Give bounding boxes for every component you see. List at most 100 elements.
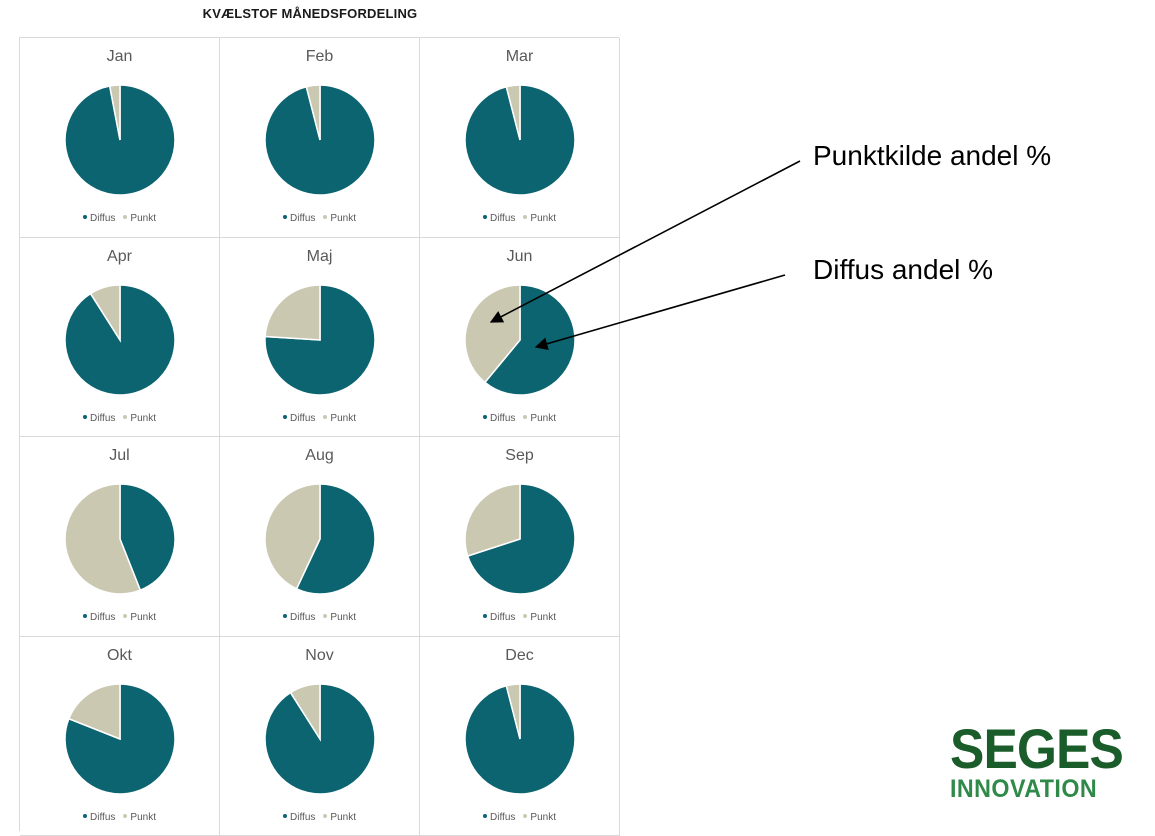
pie-legend: Diffus Punkt (20, 612, 219, 623)
legend-entry: Punkt (323, 612, 356, 623)
legend-entry: Punkt (323, 413, 356, 424)
pie-legend: Diffus Punkt (20, 413, 219, 424)
logo-line1: SEGES (950, 722, 1125, 776)
pie-title: Okt (20, 647, 219, 665)
legend-dot-icon (483, 215, 487, 219)
legend-label: Diffus (490, 812, 515, 823)
pie-title: Dec (420, 647, 619, 665)
legend-entry: Punkt (123, 413, 156, 424)
legend-entry: Diffus (283, 213, 315, 224)
pie-legend: Diffus Punkt (20, 812, 219, 823)
legend-entry: Punkt (123, 612, 156, 623)
legend-label: Punkt (130, 413, 156, 424)
pie-title: Mar (420, 48, 619, 66)
legend-label: Diffus (90, 612, 115, 623)
legend-dot-icon (123, 614, 127, 618)
pie-title: Feb (220, 48, 419, 66)
legend-label: Diffus (290, 413, 315, 424)
legend-label: Diffus (290, 612, 315, 623)
pie-chart (264, 284, 376, 396)
legend-label: Punkt (530, 612, 556, 623)
legend-dot-icon (483, 814, 487, 818)
pie-title: Sep (420, 447, 619, 465)
pie-legend: Diffus Punkt (420, 812, 619, 823)
pie-slice-punkt (265, 285, 320, 340)
legend-label: Punkt (330, 213, 356, 224)
legend-label: Punkt (330, 413, 356, 424)
legend-entry: Punkt (523, 413, 556, 424)
legend-label: Diffus (290, 812, 315, 823)
pie-title: Jan (20, 48, 219, 66)
legend-label: Diffus (290, 213, 315, 224)
legend-entry: Diffus (83, 612, 115, 623)
pie-legend: Diffus Punkt (220, 612, 419, 623)
pie-legend: Diffus Punkt (420, 213, 619, 224)
legend-entry: Punkt (523, 612, 556, 623)
legend-entry: Diffus (483, 413, 515, 424)
pie-chart (464, 483, 576, 595)
pie-chart (264, 84, 376, 196)
pie-chart (464, 284, 576, 396)
legend-dot-icon (523, 814, 527, 818)
legend-label: Diffus (490, 612, 515, 623)
legend-dot-icon (83, 814, 87, 818)
pie-legend: Diffus Punkt (420, 612, 619, 623)
legend-label: Diffus (90, 213, 115, 224)
legend-label: Punkt (130, 213, 156, 224)
legend-entry: Punkt (523, 213, 556, 224)
legend-dot-icon (523, 415, 527, 419)
pie-chart (464, 84, 576, 196)
annotation-diffus-label: Diffus andel % (813, 254, 993, 286)
pie-legend: Diffus Punkt (220, 812, 419, 823)
legend-dot-icon (83, 215, 87, 219)
pie-cell-okt: Okt Diffus Punkt (20, 637, 220, 836)
legend-entry: Punkt (523, 812, 556, 823)
pie-chart (264, 483, 376, 595)
seges-logo: SEGES INNOVATION (950, 722, 1140, 802)
pie-title: Jun (420, 248, 619, 266)
pie-cell-jan: Jan Diffus Punkt (20, 38, 220, 238)
pie-cell-jun: Jun Diffus Punkt (420, 238, 620, 438)
legend-entry: Diffus (483, 213, 515, 224)
legend-dot-icon (83, 415, 87, 419)
annotation-punkt-label: Punktkilde andel % (813, 140, 1051, 172)
legend-label: Punkt (130, 812, 156, 823)
legend-dot-icon (123, 215, 127, 219)
pie-title: Aug (220, 447, 419, 465)
pie-chart (264, 683, 376, 795)
chart-title: KVÆLSTOF MÅNEDSFORDELING (140, 6, 480, 21)
legend-dot-icon (123, 415, 127, 419)
pie-cell-dec: Dec Diffus Punkt (420, 637, 620, 836)
legend-entry: Punkt (323, 213, 356, 224)
legend-label: Diffus (490, 213, 515, 224)
pie-cell-feb: Feb Diffus Punkt (220, 38, 420, 238)
legend-label: Diffus (490, 413, 515, 424)
legend-dot-icon (283, 215, 287, 219)
pie-cell-aug: Aug Diffus Punkt (220, 437, 420, 637)
legend-entry: Diffus (283, 612, 315, 623)
pie-title: Maj (220, 248, 419, 266)
legend-label: Diffus (90, 413, 115, 424)
legend-label: Punkt (330, 812, 356, 823)
legend-dot-icon (523, 614, 527, 618)
legend-label: Diffus (90, 812, 115, 823)
pie-chart (464, 683, 576, 795)
legend-dot-icon (323, 415, 327, 419)
legend-entry: Diffus (483, 612, 515, 623)
pie-grid: Jan Diffus Punkt Feb Diffus Punkt Mar Diffus Pun… (19, 37, 619, 831)
legend-dot-icon (323, 814, 327, 818)
pie-cell-sep: Sep Diffus Punkt (420, 437, 620, 637)
legend-dot-icon (483, 614, 487, 618)
legend-label: Punkt (530, 413, 556, 424)
pie-cell-mar: Mar Diffus Punkt (420, 38, 620, 238)
pie-legend: Diffus Punkt (220, 413, 419, 424)
legend-dot-icon (483, 415, 487, 419)
pie-chart (64, 483, 176, 595)
legend-entry: Diffus (83, 812, 115, 823)
legend-label: Punkt (330, 612, 356, 623)
legend-dot-icon (283, 415, 287, 419)
pie-legend: Diffus Punkt (20, 213, 219, 224)
legend-label: Punkt (130, 612, 156, 623)
